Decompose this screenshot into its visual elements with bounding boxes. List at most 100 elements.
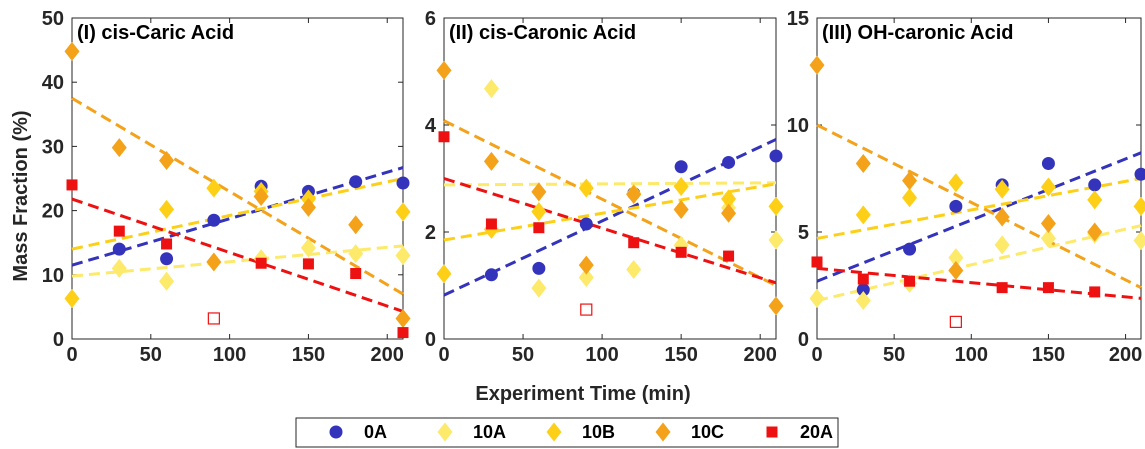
data-point-10B	[159, 199, 175, 219]
data-point-20A	[350, 268, 362, 280]
data-point-10A	[300, 238, 316, 258]
data-point-10B	[855, 205, 871, 225]
axes-box	[443, 17, 777, 340]
panel-1: 0 50 100 150 200 0 10 20 30 40 50 (I) cis-Caric Aci…	[42, 8, 411, 366]
legend-marker-20A	[766, 426, 778, 438]
data-point-10B	[768, 196, 784, 216]
x-axis-label: Experiment Time (min)	[475, 383, 690, 405]
data-point-0A	[769, 149, 783, 163]
data-point-10A	[111, 258, 127, 278]
data-point-20A	[811, 256, 823, 268]
data-point-10C	[206, 252, 222, 272]
y-tick-label: 2	[425, 222, 436, 244]
fit-line-10A	[816, 224, 1142, 302]
data-point-10A	[1040, 228, 1056, 248]
data-point-20A	[255, 257, 267, 269]
data-point-0A	[484, 268, 498, 282]
data-point-10B	[994, 179, 1010, 199]
fit-line-10B	[816, 177, 1142, 240]
legend-label: 10B	[582, 422, 615, 442]
legend-label: 20A	[800, 422, 833, 442]
fit-line-20A	[816, 266, 1142, 300]
data-point-10C	[253, 186, 269, 206]
data-point-10C	[855, 154, 871, 174]
data-point-10C	[902, 171, 918, 191]
data-point-10A	[994, 235, 1010, 255]
data-point-10C	[626, 185, 642, 205]
data-point-10C	[531, 182, 547, 202]
fit-line-10A	[71, 244, 404, 278]
data-point-10C	[300, 197, 316, 217]
data-point-10C	[348, 215, 364, 235]
legend-label: 10C	[691, 422, 724, 442]
data-point-20A	[161, 238, 173, 250]
x-tick-label: 50	[883, 344, 905, 366]
legend-marker-0A	[329, 425, 343, 439]
data-point-0A	[396, 176, 410, 190]
legend-marker-10A	[437, 422, 453, 442]
data-point-0A	[1041, 157, 1055, 171]
legend-box	[295, 417, 839, 448]
data-point-20A	[1042, 282, 1054, 294]
data-point-10A	[531, 278, 547, 298]
fit-line-20A	[71, 197, 404, 313]
data-point-0A	[903, 242, 917, 256]
x-tick-label: 100	[213, 344, 246, 366]
fit-line-10B	[443, 182, 777, 242]
y-axis-label: Mass Fraction (%)	[10, 110, 32, 281]
data-point-20A	[66, 179, 78, 191]
x-tick-label: 150	[664, 344, 697, 366]
data-point-0A	[1088, 178, 1102, 192]
legend: 0A 10A 10B 10C 20A	[295, 417, 839, 448]
x-tick-label: 200	[744, 344, 777, 366]
fit-line-10B	[71, 177, 404, 251]
legend-item-10B: 10B	[546, 422, 615, 442]
data-point-10A	[626, 259, 642, 279]
data-point-0A	[207, 213, 221, 227]
panel-title: (I) cis-Caric Acid	[77, 22, 234, 44]
x-tick-label: 100	[585, 344, 618, 366]
fit-line-20A	[443, 177, 777, 285]
data-point-10C	[768, 296, 784, 316]
data-point-10C	[436, 60, 452, 80]
data-point-20A	[996, 282, 1008, 294]
data-point-10A	[159, 271, 175, 291]
data-point-10B	[1087, 190, 1103, 210]
data-point-10C	[483, 151, 499, 171]
y-tick-label: 0	[425, 329, 436, 351]
fit-line-0A	[816, 151, 1142, 283]
legend-item-10C: 10C	[655, 422, 724, 442]
data-point-0A	[722, 155, 736, 169]
y-tick-label: 6	[425, 8, 436, 30]
data-point-10C	[721, 203, 737, 223]
data-point-0A	[949, 199, 963, 213]
y-tick-label: 50	[42, 8, 64, 30]
outlier-point-20A	[949, 315, 962, 328]
data-point-20A	[533, 222, 545, 234]
data-point-10C	[64, 41, 80, 61]
y-tick-label: 5	[798, 222, 809, 244]
data-point-20A	[397, 327, 409, 339]
data-point-20A	[904, 275, 916, 287]
panel-title: (III) OH-caronic Acid	[822, 22, 1014, 44]
outlier-point-20A	[207, 312, 220, 325]
data-point-10B	[64, 289, 80, 309]
data-point-10B	[1133, 196, 1145, 216]
data-point-10B	[436, 264, 452, 284]
y-tick-label: 10	[787, 115, 809, 137]
data-point-20A	[857, 273, 869, 285]
x-tick-label: 0	[438, 344, 449, 366]
data-point-20A	[1089, 286, 1101, 298]
data-point-20A	[113, 225, 125, 237]
legend-item-0A: 0A	[329, 422, 387, 442]
outlier-point-20A	[580, 303, 593, 316]
data-point-20A	[723, 250, 735, 262]
x-tick-label: 50	[140, 344, 162, 366]
data-point-10C	[1040, 213, 1056, 233]
x-tick-label: 0	[66, 344, 77, 366]
y-tick-label: 4	[425, 115, 437, 137]
data-point-20A	[485, 218, 497, 230]
legend-item-20A: 20A	[766, 422, 833, 442]
